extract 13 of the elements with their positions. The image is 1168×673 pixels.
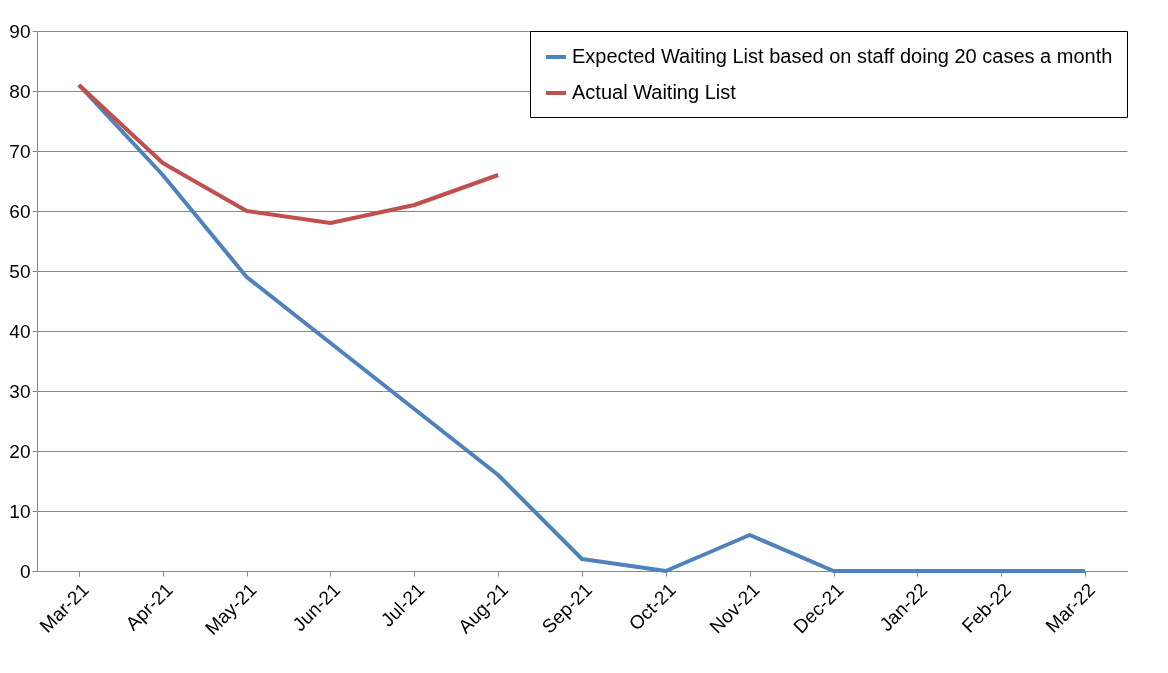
y-tick-label: 70 — [9, 140, 31, 162]
y-tick-label: 60 — [9, 200, 31, 222]
y-tick-label: 50 — [9, 260, 31, 282]
legend-label: Expected Waiting List based on staff doing 20 cases a month — [572, 45, 1113, 67]
y-tick-label: 90 — [9, 20, 31, 42]
y-tick-label: 40 — [9, 320, 31, 342]
line-series — [76, 83, 501, 225]
y-tick-label: 10 — [9, 500, 31, 522]
y-tick-label: 20 — [9, 440, 31, 462]
y-tick-label: 0 — [19, 560, 31, 582]
y-tick-label: 80 — [9, 80, 31, 102]
legend-label: Actual Waiting List — [572, 81, 737, 103]
y-tick-label: 30 — [9, 380, 31, 402]
